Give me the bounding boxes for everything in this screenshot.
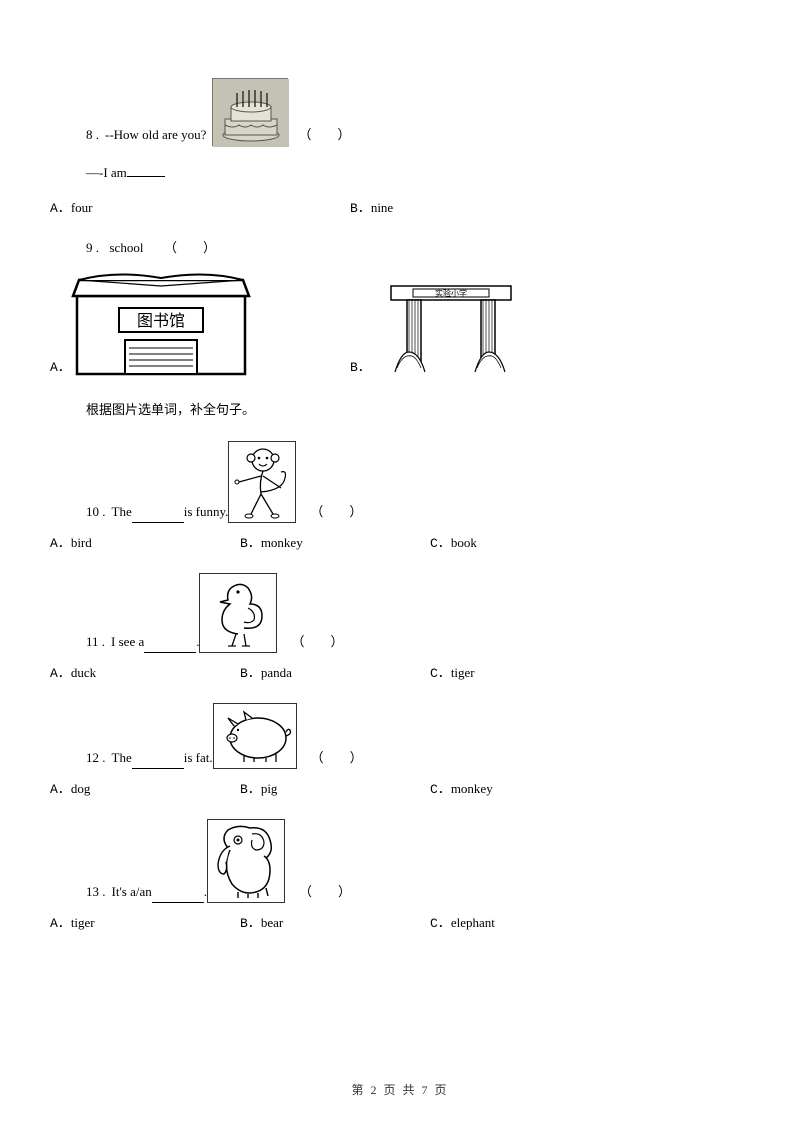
q11-number: 11 .: [86, 632, 105, 653]
q10-blank: [132, 508, 184, 523]
q11-opt-c: C．tiger: [430, 663, 620, 685]
q13-blank: [152, 888, 204, 903]
school-gate-image: 实验小学: [371, 278, 531, 378]
q10-options: A．bird B．monkey C．book: [50, 533, 750, 555]
q8-number: 8 .: [86, 125, 99, 146]
svg-text:实验小学: 实验小学: [435, 288, 467, 298]
monkey-image: [228, 441, 296, 523]
q11-blank: [144, 638, 196, 653]
question-13: 13 . It's a/an . （ ）: [86, 819, 750, 903]
question-11: 11 . I see a . （ ）: [86, 573, 750, 653]
library-image: 图书馆: [71, 268, 251, 378]
q10-opt-a: A．bird: [50, 533, 240, 555]
q11-options: A．duck B．panda C．tiger: [50, 663, 750, 685]
cake-image: [212, 78, 288, 146]
q13-opt-b: B．bear: [240, 913, 430, 935]
q10-number: 10 .: [86, 502, 106, 523]
page-footer: 第 2 页 共 7 页: [0, 1081, 800, 1098]
q12-after: is fat.: [184, 748, 213, 769]
q12-before: The: [112, 748, 132, 769]
q8-option-a: A．four: [50, 198, 350, 220]
q11-opt-a: A．duck: [50, 663, 240, 685]
q11-before: I see a: [111, 632, 144, 653]
q13-before: It's a/an: [112, 882, 152, 903]
q9-option-a: A． 图书馆: [50, 268, 350, 378]
q10-before: The: [112, 502, 132, 523]
svg-text:图书馆: 图书馆: [137, 312, 185, 330]
q12-paren: （ ）: [311, 748, 363, 769]
q12-opt-b: B．pig: [240, 779, 430, 801]
q8-prompt: --How old are you?: [105, 125, 206, 146]
q9-paren: （ ）: [164, 240, 216, 255]
q8-line2-prefix: —-I am: [86, 165, 127, 180]
duck-image: [199, 573, 277, 653]
q12-blank: [132, 754, 184, 769]
q8-options: A．four B．nine: [50, 198, 750, 220]
q8-option-b: B．nine: [350, 198, 650, 220]
page-content: 8 . --How old are you? （ ） —-I a: [0, 0, 800, 934]
q13-opt-a: A．tiger: [50, 913, 240, 935]
q13-paren: （ ）: [299, 882, 351, 903]
q13-options: A．tiger B．bear C．elephant: [50, 913, 750, 935]
question-9-line1: 9 . school （ ）: [86, 238, 750, 259]
q10-paren: （ ）: [310, 502, 362, 523]
q9-option-b: B． 实验小学: [350, 278, 650, 378]
q12-opt-c: C．monkey: [430, 779, 620, 801]
q11-paren: （ ）: [291, 632, 343, 653]
q9-number: 9 .: [86, 240, 99, 255]
q12-opt-a: A．dog: [50, 779, 240, 801]
question-12: 12 . The is fat. （ ）: [86, 703, 750, 769]
q9-options: A． 图书馆 B．: [50, 268, 750, 378]
q12-number: 12 .: [86, 748, 106, 769]
q12-options: A．dog B．pig C．monkey: [50, 779, 750, 801]
pig-image: [213, 703, 297, 769]
q8-paren: （ ）: [298, 125, 350, 146]
q13-opt-c: C．elephant: [430, 913, 620, 935]
q9-word: school: [110, 240, 144, 255]
q11-opt-b: B．panda: [240, 663, 430, 685]
question-8-line2: —-I am: [86, 162, 750, 184]
elephant-image: [207, 819, 285, 903]
question-10: 10 . The is funny. （: [86, 441, 750, 523]
q13-number: 13 .: [86, 882, 106, 903]
q10-opt-c: C．book: [430, 533, 620, 555]
section-title: 根据图片选单词，补全句子。: [86, 400, 750, 421]
q8-blank: [127, 162, 165, 177]
question-8-line1: 8 . --How old are you? （ ）: [86, 78, 750, 146]
q10-after: is funny.: [184, 502, 229, 523]
q10-opt-b: B．monkey: [240, 533, 430, 555]
